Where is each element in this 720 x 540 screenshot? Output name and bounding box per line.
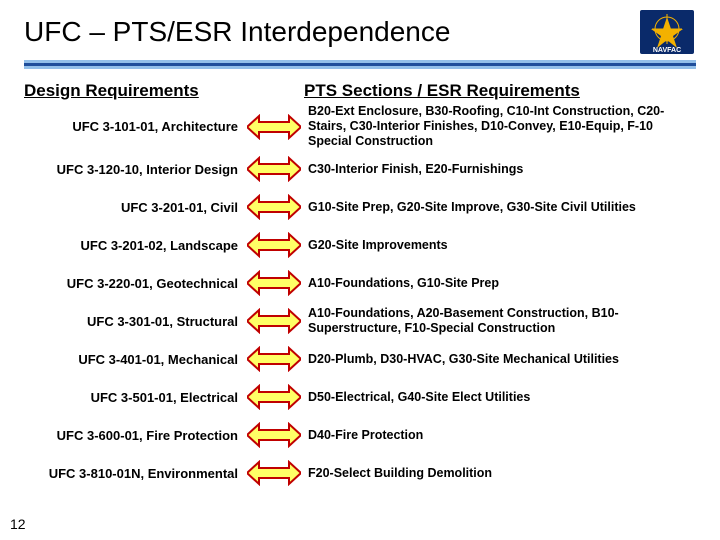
mapping-row: UFC 3-201-02, Landscape G20-Site Improvem… — [18, 226, 702, 264]
rule-light-2 — [24, 66, 696, 69]
arrow-cell — [244, 114, 304, 140]
title-bar: UFC – PTS/ESR Interdependence NAVFAC — [18, 8, 702, 60]
pts-sections: D20-Plumb, D30-HVAC, G30-Site Mechanical… — [304, 352, 696, 367]
mapping-row: UFC 3-101-01, Architecture B20-Ext Enclos… — [18, 103, 702, 150]
mapping-row: UFC 3-810-01N, Environmental F20-Select B… — [18, 454, 702, 492]
arrow-cell — [244, 460, 304, 486]
slide-title: UFC – PTS/ESR Interdependence — [24, 16, 450, 48]
pts-sections: C30-Interior Finish, E20-Furnishings — [304, 162, 696, 177]
mapping-row: UFC 3-120-10, Interior Design C30-Interio… — [18, 150, 702, 188]
pts-sections: F20-Select Building Demolition — [304, 466, 696, 481]
mapping-rows: UFC 3-101-01, Architecture B20-Ext Enclos… — [18, 103, 702, 492]
pts-sections: G10-Site Prep, G20-Site Improve, G30-Sit… — [304, 200, 696, 215]
ufc-label: UFC 3-501-01, Electrical — [24, 390, 244, 405]
double-arrow-icon — [247, 156, 301, 182]
ufc-label: UFC 3-301-01, Structural — [24, 314, 244, 329]
header-spacer — [244, 81, 304, 101]
header-pts-sections: PTS Sections / ESR Requirements — [304, 81, 696, 101]
navfac-logo: NAVFAC — [638, 8, 696, 56]
arrow-cell — [244, 270, 304, 296]
arrow-cell — [244, 422, 304, 448]
ufc-label: UFC 3-201-01, Civil — [24, 200, 244, 215]
pts-sections: A10-Foundations, A20-Basement Constructi… — [304, 306, 696, 336]
pts-sections: G20-Site Improvements — [304, 238, 696, 253]
arrow-cell — [244, 384, 304, 410]
pts-sections: B20-Ext Enclosure, B30-Roofing, C10-Int … — [304, 104, 696, 149]
ufc-label: UFC 3-120-10, Interior Design — [24, 162, 244, 177]
arrow-cell — [244, 156, 304, 182]
double-arrow-icon — [247, 346, 301, 372]
pts-sections: D50-Electrical, G40-Site Elect Utilities — [304, 390, 696, 405]
arrow-cell — [244, 194, 304, 220]
double-arrow-icon — [247, 194, 301, 220]
ufc-label: UFC 3-101-01, Architecture — [24, 119, 244, 134]
ufc-label: UFC 3-401-01, Mechanical — [24, 352, 244, 367]
mapping-row: UFC 3-220-01, Geotechnical A10-Foundation… — [18, 264, 702, 302]
pts-sections: D40-Fire Protection — [304, 428, 696, 443]
mapping-row: UFC 3-501-01, Electrical D50-Electrical, … — [18, 378, 702, 416]
mapping-row: UFC 3-201-01, Civil G10-Site Prep, G20-Si… — [18, 188, 702, 226]
title-rules — [18, 60, 702, 69]
double-arrow-icon — [247, 232, 301, 258]
mapping-row: UFC 3-301-01, Structural A10-Foundations,… — [18, 302, 702, 340]
arrow-cell — [244, 346, 304, 372]
mapping-row: UFC 3-600-01, Fire Protection D40-Fire Pr… — [18, 416, 702, 454]
arrow-cell — [244, 232, 304, 258]
column-headers: Design Requirements PTS Sections / ESR R… — [18, 81, 702, 101]
slide: UFC – PTS/ESR Interdependence NAVFAC Des… — [0, 0, 720, 540]
ufc-label: UFC 3-600-01, Fire Protection — [24, 428, 244, 443]
double-arrow-icon — [247, 422, 301, 448]
double-arrow-icon — [247, 460, 301, 486]
ufc-label: UFC 3-810-01N, Environmental — [24, 466, 244, 481]
double-arrow-icon — [247, 308, 301, 334]
double-arrow-icon — [247, 270, 301, 296]
svg-text:NAVFAC: NAVFAC — [653, 47, 681, 54]
header-design-requirements: Design Requirements — [24, 81, 244, 101]
page-number: 12 — [10, 516, 26, 532]
mapping-row: UFC 3-401-01, Mechanical D20-Plumb, D30-H… — [18, 340, 702, 378]
double-arrow-icon — [247, 114, 301, 140]
double-arrow-icon — [247, 384, 301, 410]
pts-sections: A10-Foundations, G10-Site Prep — [304, 276, 696, 291]
arrow-cell — [244, 308, 304, 334]
ufc-label: UFC 3-220-01, Geotechnical — [24, 276, 244, 291]
ufc-label: UFC 3-201-02, Landscape — [24, 238, 244, 253]
